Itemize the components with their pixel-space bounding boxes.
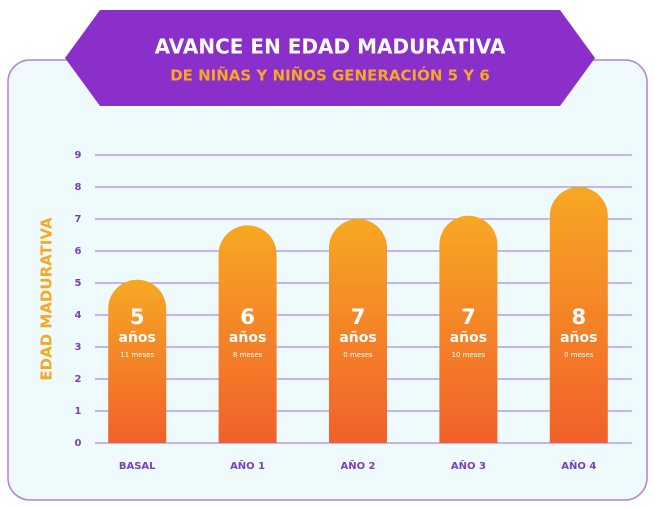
value-unit-label: años (450, 330, 487, 346)
value-sublabel: 10 meses (451, 351, 485, 359)
value-label: 7 (461, 305, 476, 329)
x-tick-label: AÑO 1 (230, 459, 265, 472)
y-tick-label: 6 (75, 246, 82, 257)
y-tick-label: 7 (75, 214, 82, 225)
y-tick-label: 4 (75, 310, 82, 321)
value-label: 7 (351, 305, 366, 329)
chart-title: AVANCE EN EDAD MADURATIVA (155, 35, 506, 59)
value-unit-label: años (229, 330, 266, 346)
x-tick-label: AÑO 3 (451, 459, 486, 472)
y-tick-label: 0 (75, 438, 82, 449)
value-unit-label: años (560, 330, 597, 346)
bar (549, 187, 608, 443)
value-label: 6 (240, 305, 255, 329)
value-unit-label: años (119, 330, 156, 346)
value-sublabel: 8 meses (233, 351, 263, 359)
value-unit-label: años (339, 330, 376, 346)
y-tick-label: 3 (75, 342, 82, 353)
x-tick-label: AÑO 4 (561, 459, 596, 472)
y-tick-label: 8 (75, 182, 82, 193)
chart-subtitle: DE NIÑAS Y NIÑOS GENERACIÓN 5 Y 6 (170, 66, 490, 85)
title-banner (65, 10, 595, 106)
value-label: 8 (571, 305, 586, 329)
y-tick-label: 5 (75, 278, 82, 289)
x-tick-label: BASAL (119, 461, 156, 472)
x-tick-label: AÑO 2 (340, 459, 375, 472)
y-axis-label: EDAD MADURATIVA (38, 217, 56, 381)
value-label: 5 (130, 305, 145, 329)
bar (108, 279, 167, 443)
y-tick-label: 2 (75, 374, 82, 385)
bar (218, 225, 277, 443)
value-sublabel: 0 meses (343, 351, 373, 359)
y-tick-label: 1 (75, 406, 82, 417)
y-tick-label: 9 (75, 150, 82, 161)
value-sublabel: 11 meses (120, 351, 154, 359)
bar (329, 219, 387, 443)
bar (439, 215, 498, 443)
value-sublabel: 0 meses (564, 351, 594, 359)
